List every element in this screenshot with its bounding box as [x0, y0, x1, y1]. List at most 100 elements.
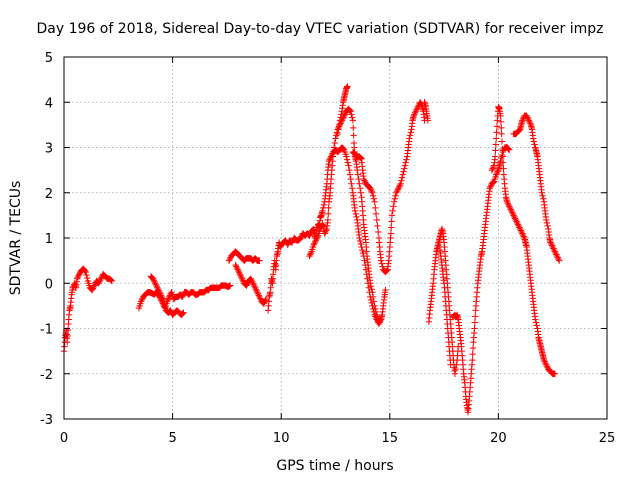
data-point — [382, 267, 390, 275]
data-point — [452, 366, 459, 373]
data-point — [322, 228, 329, 236]
series-seg5 — [232, 261, 270, 307]
data-point — [513, 218, 520, 225]
data-point — [447, 361, 454, 368]
data-point — [552, 249, 559, 257]
data-point — [257, 295, 264, 302]
data-point — [489, 179, 496, 187]
data-point — [159, 295, 166, 302]
data-point — [493, 171, 500, 178]
data-point — [251, 284, 259, 291]
data-point — [373, 216, 380, 224]
data-point — [357, 154, 365, 162]
data-point — [524, 114, 531, 121]
data-point — [377, 257, 385, 264]
data-point — [238, 275, 246, 282]
data-point — [401, 162, 409, 169]
data-point — [179, 310, 186, 317]
data-point — [367, 283, 375, 290]
data-point — [73, 275, 81, 282]
data-point — [225, 257, 233, 264]
data-point — [89, 286, 96, 294]
data-point — [529, 135, 537, 142]
y-tick-label: 5 — [45, 51, 53, 66]
data-point — [486, 185, 493, 192]
y-tick-label: 3 — [45, 142, 53, 157]
data-point — [515, 222, 522, 230]
data-point — [543, 219, 551, 227]
data-point — [83, 271, 90, 279]
data-point — [82, 268, 89, 276]
data-point — [356, 185, 364, 192]
data-point — [235, 267, 242, 275]
data-point — [453, 361, 460, 368]
data-point — [514, 219, 521, 227]
data-point — [319, 207, 326, 215]
data-point — [332, 135, 339, 142]
data-point — [410, 112, 417, 120]
data-point — [411, 109, 419, 117]
data-point — [503, 198, 511, 205]
data-point — [390, 203, 397, 210]
data-point — [378, 260, 386, 267]
data-point — [157, 292, 165, 299]
data-point — [397, 180, 404, 187]
data-point — [510, 212, 517, 219]
data-point — [346, 107, 354, 114]
data-point — [520, 233, 527, 240]
data-point — [493, 135, 500, 142]
data-point — [550, 246, 558, 254]
data-point — [493, 123, 501, 130]
data-point — [306, 251, 314, 258]
data-point — [499, 159, 507, 166]
data-point — [499, 153, 506, 160]
data-point — [97, 277, 104, 284]
data-point — [542, 359, 549, 367]
data-point — [357, 240, 365, 248]
data-point — [508, 209, 516, 216]
data-point — [180, 309, 187, 316]
data-point — [107, 277, 115, 284]
data-point — [389, 207, 396, 215]
data-point — [542, 216, 550, 224]
data-point — [361, 257, 368, 264]
data-point — [262, 297, 269, 304]
data-point — [539, 192, 546, 199]
series-seg15 — [510, 112, 563, 264]
data-point — [226, 282, 234, 289]
data-point — [237, 272, 244, 279]
data-point — [469, 356, 476, 364]
data-point — [346, 171, 354, 178]
data-point — [158, 293, 165, 301]
data-point — [251, 283, 258, 290]
data-point — [412, 108, 420, 115]
data-point — [152, 281, 160, 288]
series-seg13 — [449, 144, 513, 416]
data-point — [372, 210, 380, 218]
data-point — [108, 277, 115, 285]
data-point — [553, 252, 561, 260]
data-point — [91, 282, 98, 289]
data-point — [391, 195, 399, 202]
data-point — [236, 269, 243, 276]
data-point — [236, 271, 244, 278]
data-point — [551, 370, 559, 377]
data-point — [260, 300, 268, 307]
data-point — [154, 284, 161, 291]
series-seg3 — [147, 273, 187, 319]
data-point — [345, 162, 352, 169]
data-point — [337, 114, 344, 121]
data-point — [471, 325, 478, 332]
data-point — [288, 239, 296, 246]
data-point — [314, 234, 321, 241]
data-point — [370, 298, 378, 305]
data-point — [74, 274, 81, 281]
y-tick-label: -1 — [40, 323, 53, 338]
data-point — [506, 146, 513, 153]
x-tick-label: 0 — [60, 431, 68, 446]
data-point — [424, 117, 432, 124]
data-point — [339, 145, 346, 152]
data-point — [95, 280, 102, 287]
data-point — [369, 289, 376, 296]
data-point — [346, 106, 353, 113]
